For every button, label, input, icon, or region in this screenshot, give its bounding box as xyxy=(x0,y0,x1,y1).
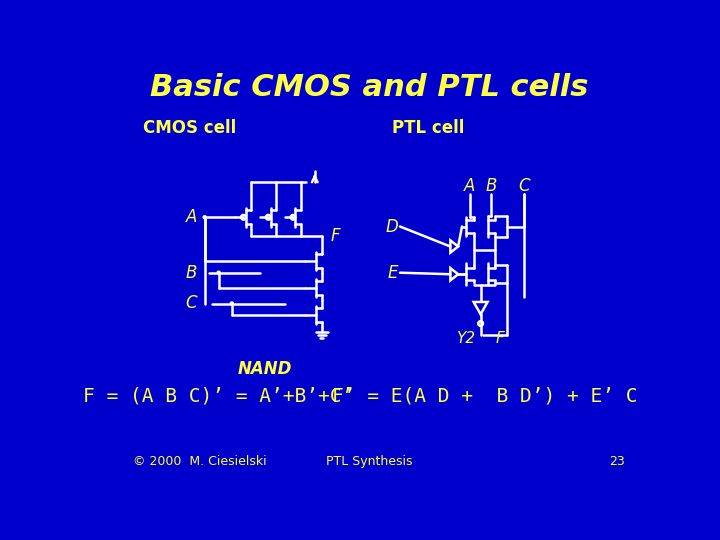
Text: F: F xyxy=(495,332,504,347)
Text: NAND: NAND xyxy=(237,360,292,378)
Text: A: A xyxy=(186,208,197,226)
Text: PTL Synthesis: PTL Synthesis xyxy=(325,455,413,468)
Text: CMOS cell: CMOS cell xyxy=(143,119,236,137)
Circle shape xyxy=(230,302,233,305)
Text: PTL cell: PTL cell xyxy=(392,119,464,137)
Text: A: A xyxy=(464,178,475,195)
Text: © 2000  M. Ciesielski: © 2000 M. Ciesielski xyxy=(132,455,266,468)
Text: C: C xyxy=(185,294,197,313)
Text: F: F xyxy=(331,227,341,245)
Circle shape xyxy=(217,271,220,274)
Text: B: B xyxy=(186,264,197,282)
Text: Basic CMOS and PTL cells: Basic CMOS and PTL cells xyxy=(150,73,588,103)
Text: D: D xyxy=(386,218,398,235)
Text: B: B xyxy=(486,178,497,195)
Text: 23: 23 xyxy=(609,455,625,468)
Text: Y2: Y2 xyxy=(456,332,474,347)
Text: F’ = E(A D +  B D’) + E’ C: F’ = E(A D + B D’) + E’ C xyxy=(333,387,638,406)
Circle shape xyxy=(203,215,206,219)
Text: C: C xyxy=(518,178,530,195)
Text: E: E xyxy=(388,264,398,282)
Text: F = (A B C)’ = A’+B’+C’: F = (A B C)’ = A’+B’+C’ xyxy=(83,387,353,406)
